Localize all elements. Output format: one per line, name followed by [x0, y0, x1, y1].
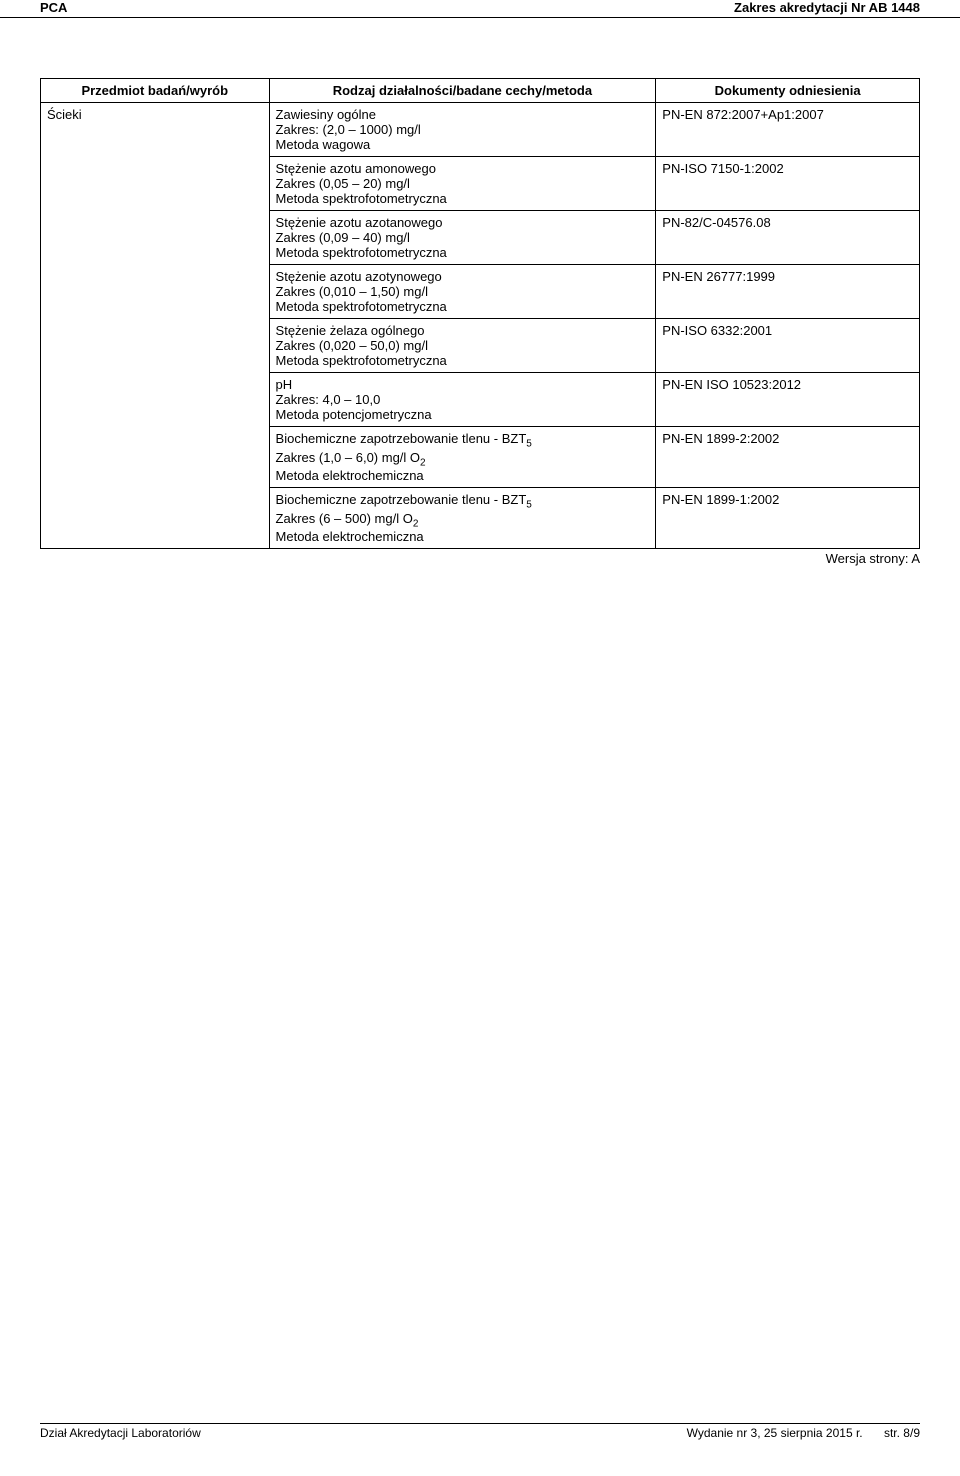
- accreditation-table: Przedmiot badań/wyrób Rodzaj działalnośc…: [40, 78, 920, 549]
- page-footer: Dział Akredytacji Laboratoriów Wydanie n…: [40, 1423, 920, 1440]
- cell-document: PN-EN 1899-1:2002: [656, 488, 920, 549]
- page-header: PCA Zakres akredytacji Nr AB 1448: [0, 0, 960, 18]
- footer-left: Dział Akredytacji Laboratoriów: [40, 1426, 201, 1440]
- th-activity: Rodzaj działalności/badane cechy/metoda: [269, 79, 656, 103]
- header-left: PCA: [40, 0, 67, 15]
- footer-right: Wydanie nr 3, 25 sierpnia 2015 r. str. 8…: [669, 1426, 920, 1440]
- th-subject: Przedmiot badań/wyrób: [41, 79, 270, 103]
- cell-activity: pHZakres: 4,0 – 10,0Metoda potencjometry…: [269, 373, 656, 427]
- cell-document: PN-82/C-04576.08: [656, 211, 920, 265]
- cell-subject: Ścieki: [41, 103, 270, 549]
- table-header-row: Przedmiot badań/wyrób Rodzaj działalnośc…: [41, 79, 920, 103]
- cell-activity: Stężenie azotu amonowegoZakres (0,05 – 2…: [269, 157, 656, 211]
- cell-activity: Biochemiczne zapotrzebowanie tlenu - BZT…: [269, 427, 656, 488]
- footer-page: str. 8/9: [884, 1426, 920, 1440]
- th-document: Dokumenty odniesienia: [656, 79, 920, 103]
- cell-activity: Stężenie żelaza ogólnegoZakres (0,020 – …: [269, 319, 656, 373]
- cell-document: PN-EN 26777:1999: [656, 265, 920, 319]
- cell-document: PN-ISO 6332:2001: [656, 319, 920, 373]
- footer-center: Wydanie nr 3, 25 sierpnia 2015 r.: [687, 1426, 863, 1440]
- cell-activity: Stężenie azotu azotanowegoZakres (0,09 –…: [269, 211, 656, 265]
- cell-document: PN-EN ISO 10523:2012: [656, 373, 920, 427]
- cell-activity: Biochemiczne zapotrzebowanie tlenu - BZT…: [269, 488, 656, 549]
- header-right: Zakres akredytacji Nr AB 1448: [734, 0, 920, 15]
- table-row: ŚciekiZawiesiny ogólneZakres: (2,0 – 100…: [41, 103, 920, 157]
- table-body: ŚciekiZawiesiny ogólneZakres: (2,0 – 100…: [41, 103, 920, 549]
- cell-document: PN-ISO 7150-1:2002: [656, 157, 920, 211]
- content-area: Przedmiot badań/wyrób Rodzaj działalnośc…: [0, 18, 960, 566]
- cell-activity: Stężenie azotu azotynowegoZakres (0,010 …: [269, 265, 656, 319]
- cell-activity: Zawiesiny ogólneZakres: (2,0 – 1000) mg/…: [269, 103, 656, 157]
- version-label: Wersja strony: A: [40, 549, 920, 566]
- cell-document: PN-EN 872:2007+Ap1:2007: [656, 103, 920, 157]
- cell-document: PN-EN 1899-2:2002: [656, 427, 920, 488]
